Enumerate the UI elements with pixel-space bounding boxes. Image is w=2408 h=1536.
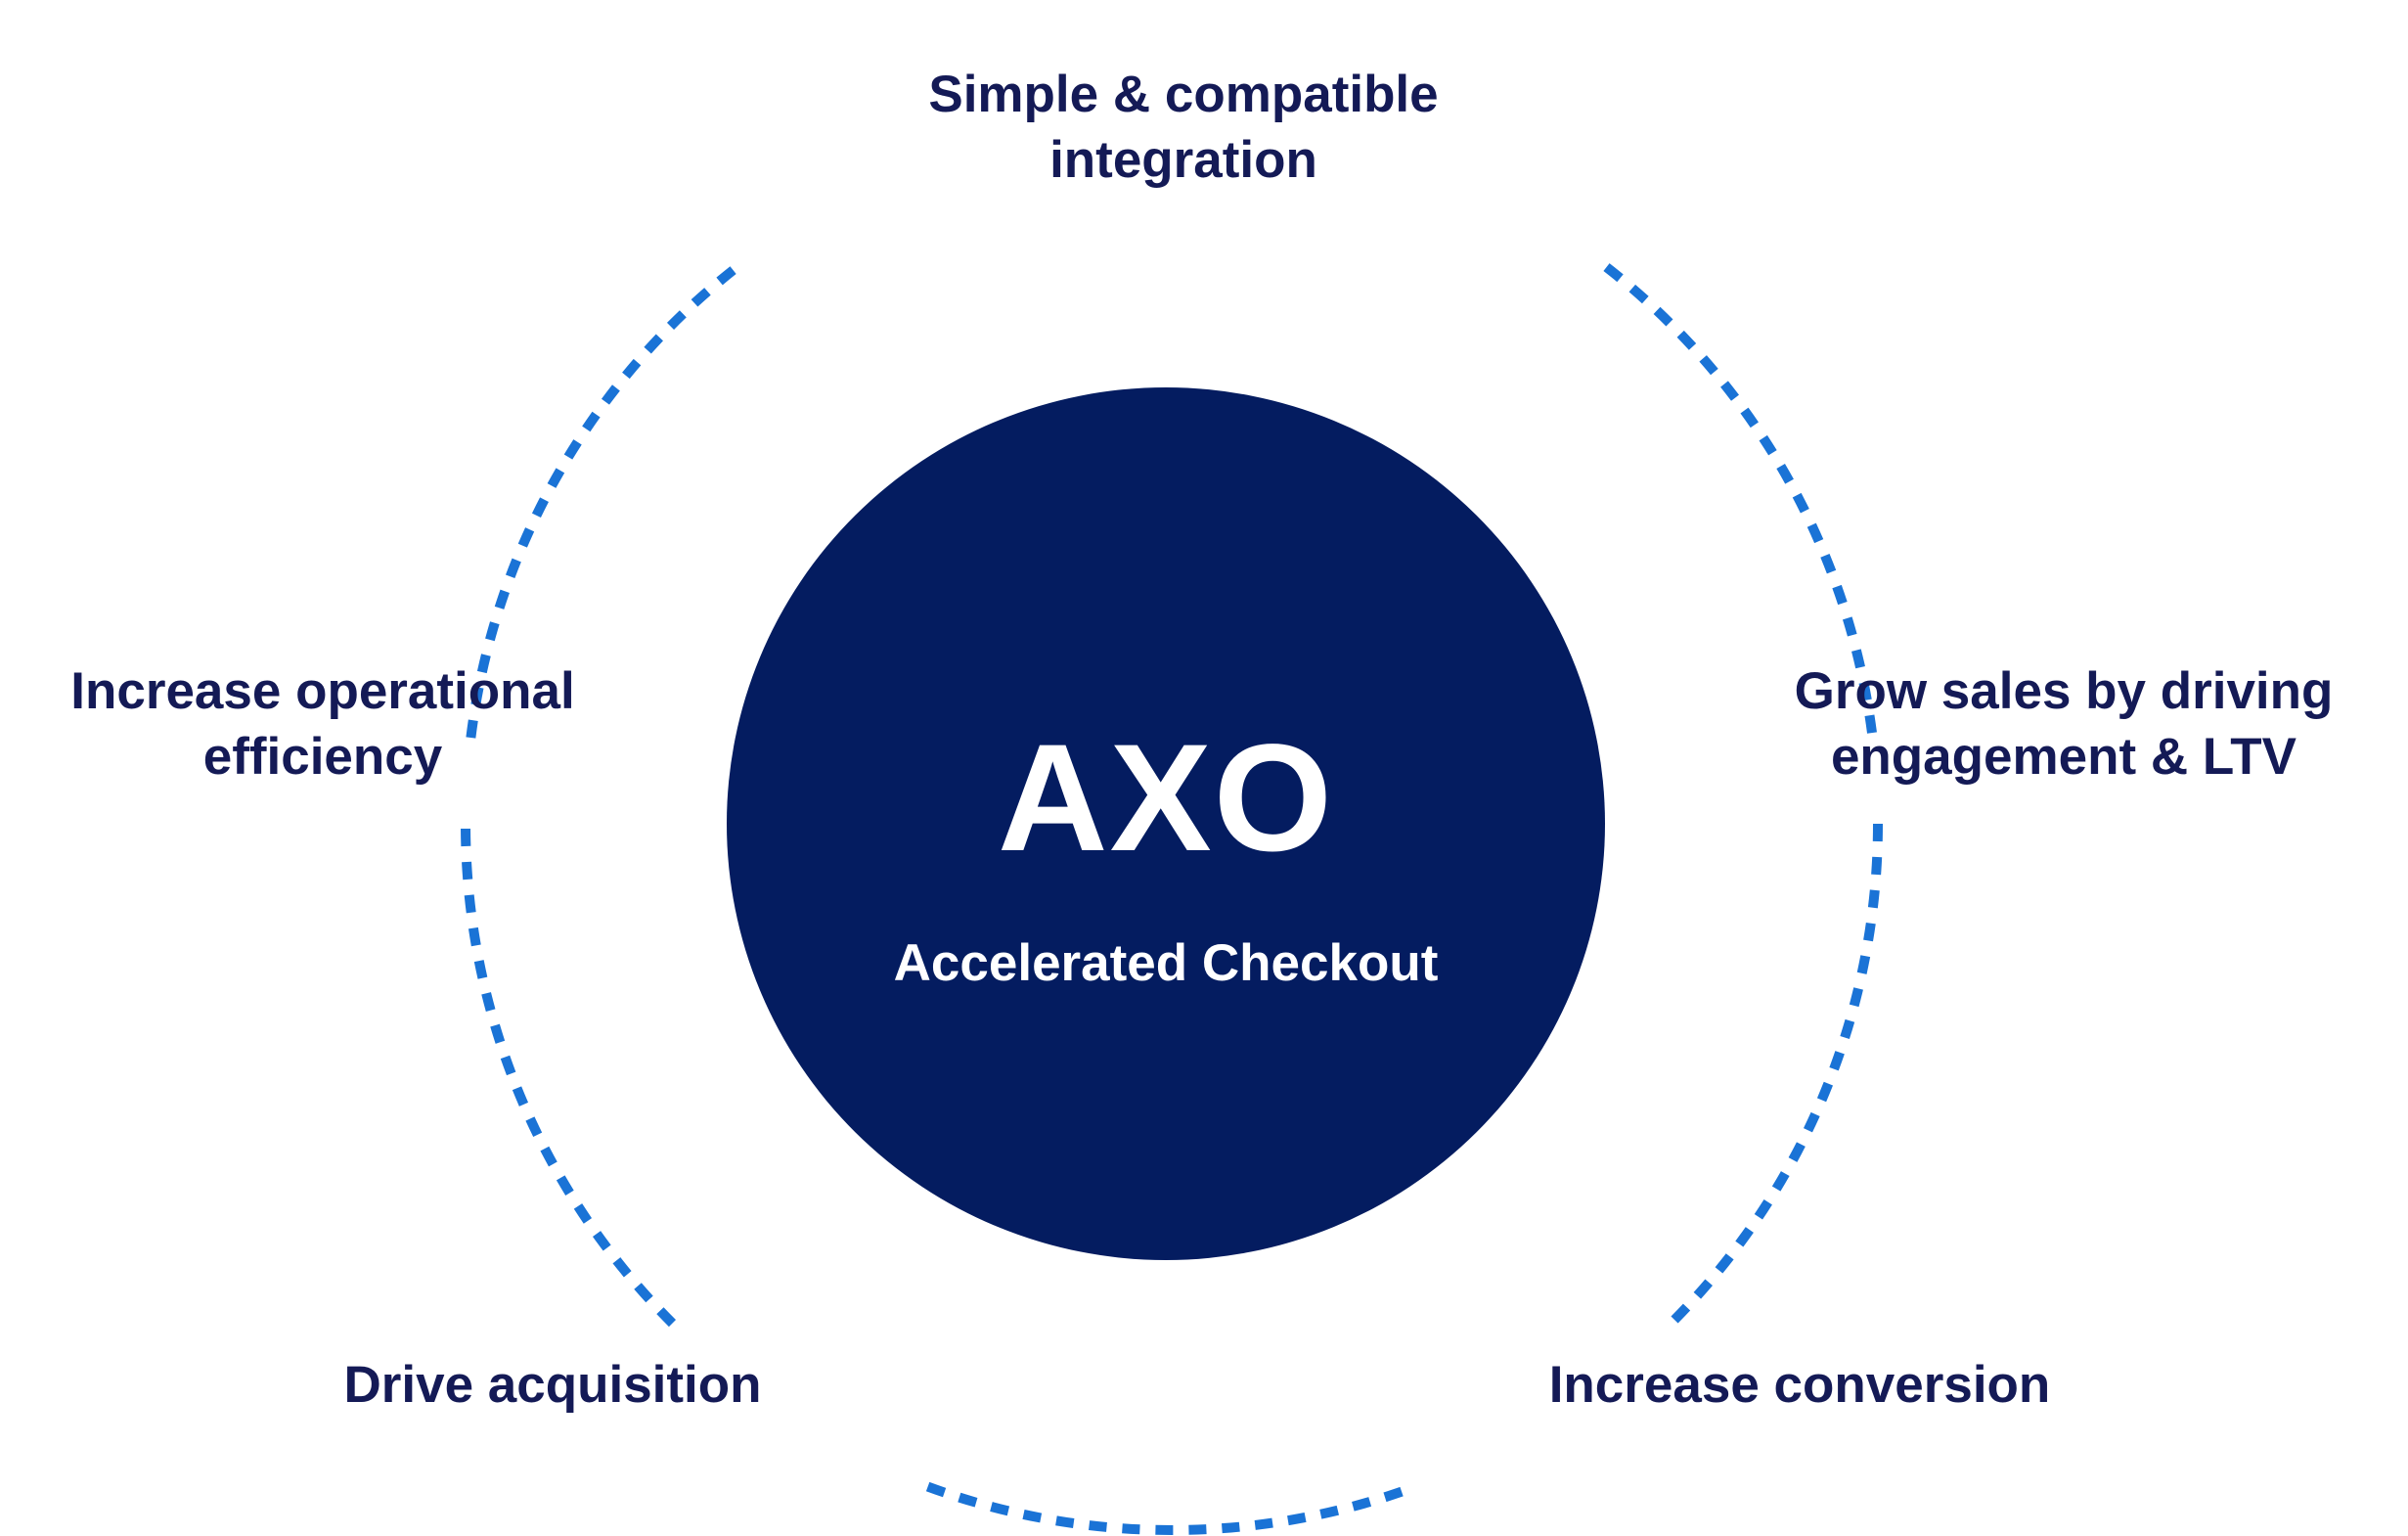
- benefit-label-line: Increase operational: [70, 662, 575, 720]
- benefit-label-conversion: Increase conversion: [1487, 1352, 2113, 1418]
- ring-arc-top-right: [1603, 263, 1878, 739]
- benefit-label-acquisition: Drive acquisition: [274, 1352, 831, 1418]
- ring-arc-left: [461, 823, 677, 1328]
- benefit-label-line: integration: [1049, 131, 1317, 189]
- benefit-label-line: Increase conversion: [1548, 1356, 2051, 1414]
- ring-arc-top-left: [466, 263, 740, 739]
- benefit-label-line: Drive acquisition: [343, 1356, 762, 1414]
- benefit-label-line: engagement & LTV: [1830, 728, 2297, 786]
- benefit-label-efficiency: Increase operational efficiency: [20, 658, 626, 790]
- benefit-label-line: efficiency: [202, 728, 443, 786]
- center-title: AXO: [997, 713, 1335, 883]
- benefit-label-grow-sales: Grow sales by driving engagement & LTV: [1751, 658, 2377, 790]
- benefit-label-integration: Simple & compatible integration: [792, 62, 1575, 193]
- benefit-label-line: Grow sales by driving: [1794, 662, 2334, 720]
- ring-arc-right: [1667, 823, 1883, 1328]
- center-subtitle: Accelerated Checkout: [893, 934, 1439, 992]
- benefit-label-line: Simple & compatible: [928, 66, 1439, 123]
- axo-center-circle: [727, 387, 1605, 1260]
- ring-arc-bottom: [916, 1478, 1404, 1535]
